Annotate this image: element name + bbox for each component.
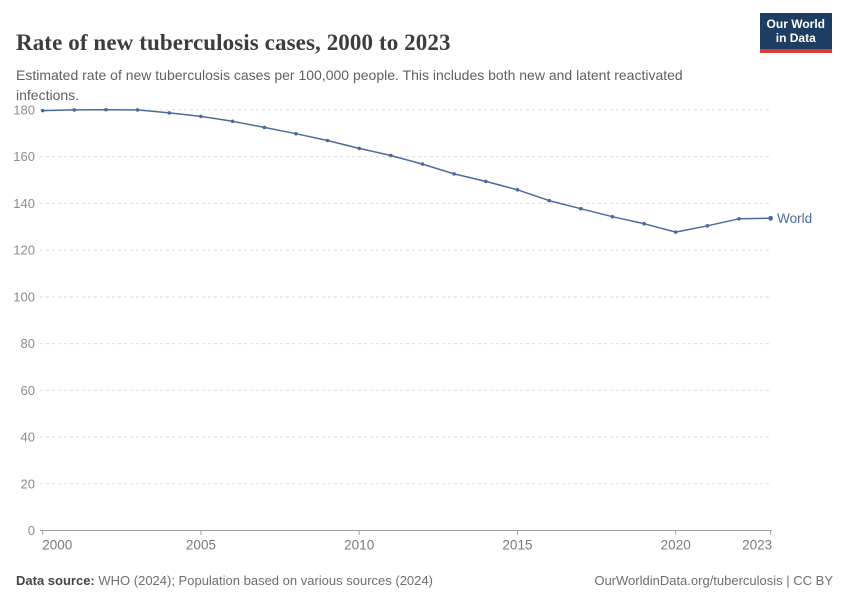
y-tick-label-180: 180 <box>13 102 35 117</box>
y-tick-label-20: 20 <box>21 476 35 491</box>
y-tick-label-0: 0 <box>28 523 35 538</box>
y-tick-label-40: 40 <box>21 430 35 445</box>
y-tick-label-120: 120 <box>13 243 35 258</box>
data-point-world-2005[interactable] <box>199 114 203 119</box>
x-tick-label-2010: 2010 <box>344 538 374 553</box>
series-line-world[interactable] <box>42 108 771 233</box>
owid-logo-line2: in Data <box>775 31 816 46</box>
chart-footer: Data source: WHO (2024); Population base… <box>16 573 833 588</box>
y-tick-label-100: 100 <box>13 289 35 304</box>
chart-title: Rate of new tuberculosis cases, 2000 to … <box>16 30 451 56</box>
x-tick-label-2005: 2005 <box>186 538 216 553</box>
chart-subtitle: Estimated rate of new tuberculosis cases… <box>16 67 683 103</box>
data-point-world-2021[interactable] <box>705 224 710 228</box>
data-source-note: Data source: WHO (2024); Population base… <box>16 573 433 588</box>
y-tick-label-80: 80 <box>21 336 35 351</box>
y-tick-label-60: 60 <box>21 383 35 398</box>
owid-logo[interactable]: Our World in Data <box>759 13 832 53</box>
series-label-world[interactable]: World <box>777 211 812 226</box>
data-point-world-2006[interactable] <box>230 119 235 124</box>
x-tick-label-2000: 2000 <box>42 538 72 553</box>
data-point-world-2014[interactable] <box>484 179 488 184</box>
data-point-world-2011[interactable] <box>389 153 393 158</box>
data-source-label: Data source: <box>16 573 95 588</box>
data-point-world-2007[interactable] <box>262 125 267 130</box>
owid-url-license-link[interactable]: OurWorldinData.org/tuberculosis | CC BY <box>594 573 833 588</box>
owid-logo-line1: Our World <box>766 17 825 31</box>
x-tick-label-2015: 2015 <box>502 538 532 553</box>
data-point-world-2008[interactable] <box>294 131 298 136</box>
data-point-world-2001[interactable] <box>72 108 77 112</box>
data-point-world-2004[interactable] <box>167 111 172 115</box>
x-tick-label-2023: 2023 <box>742 538 772 553</box>
data-point-world-2018[interactable] <box>610 214 615 219</box>
data-point-world-2020[interactable] <box>673 230 678 234</box>
data-point-world-2022[interactable] <box>737 217 741 221</box>
y-tick-label-160: 160 <box>13 149 35 164</box>
data-point-world-2017[interactable] <box>579 206 583 211</box>
data-point-world-2015[interactable] <box>515 188 520 192</box>
y-tick-label-140: 140 <box>13 196 35 211</box>
data-source-text: WHO (2024); Population based on various … <box>98 573 433 588</box>
data-point-world-2000[interactable] <box>40 108 45 113</box>
data-point-world-2019[interactable] <box>642 221 646 226</box>
data-point-world-2013[interactable] <box>452 172 456 176</box>
data-point-world-2016[interactable] <box>547 198 551 203</box>
data-point-world-2010[interactable] <box>357 146 362 151</box>
data-point-world-2012[interactable] <box>420 162 425 166</box>
x-tick-label-2020: 2020 <box>661 538 691 553</box>
data-point-world-2009[interactable] <box>325 138 330 143</box>
data-point-world-2002[interactable] <box>104 107 108 112</box>
data-point-world-2003[interactable] <box>135 108 140 112</box>
data-point-world-2023[interactable] <box>768 215 773 221</box>
